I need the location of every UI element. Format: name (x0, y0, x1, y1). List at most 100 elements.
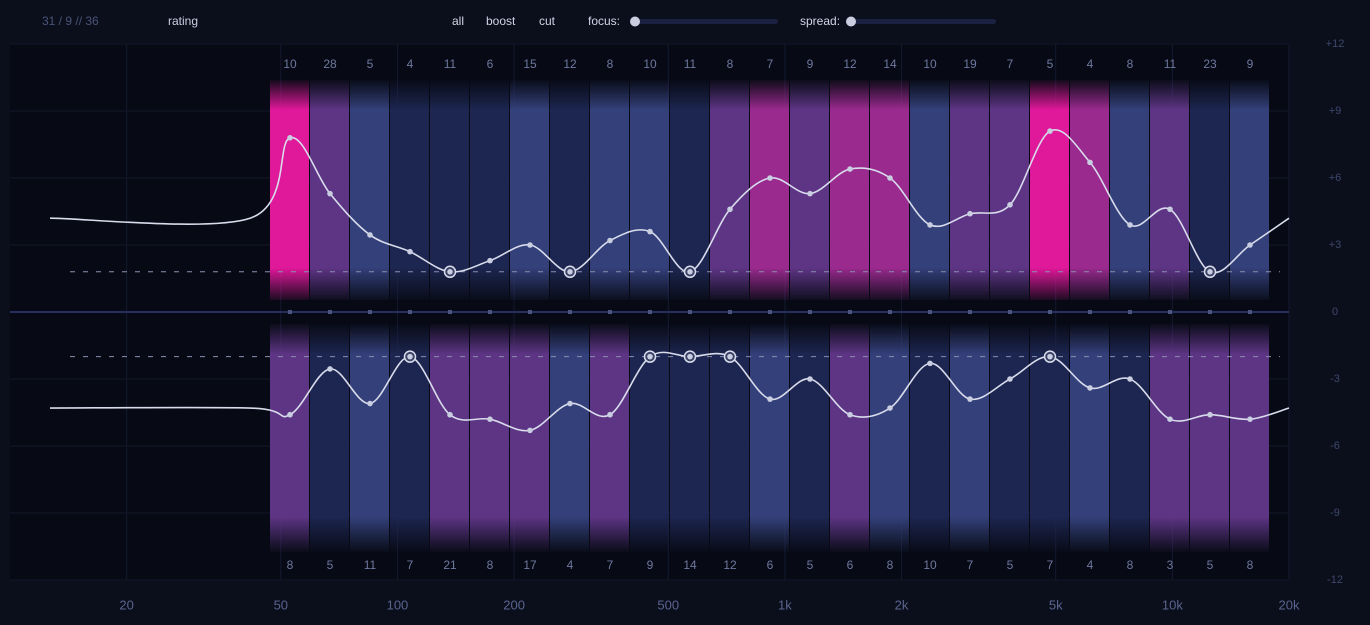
point (767, 396, 773, 402)
band-count: 4 (567, 558, 574, 572)
x-tick-label: 1k (778, 597, 792, 612)
point (1007, 202, 1013, 208)
band (750, 324, 789, 552)
point (407, 353, 413, 360)
band (350, 80, 389, 300)
point (727, 353, 733, 360)
point (527, 427, 533, 434)
point (967, 396, 973, 402)
band-count: 5 (1047, 57, 1054, 71)
band-count: 9 (647, 558, 654, 572)
band (1190, 324, 1229, 552)
band (790, 324, 829, 552)
band-count: 8 (887, 558, 894, 572)
filter-button[interactable]: cut (539, 14, 556, 28)
band-count: 7 (767, 57, 774, 71)
band-count: 6 (847, 558, 854, 572)
band-count: 5 (1007, 558, 1014, 572)
band-dot (888, 310, 892, 314)
counter: 31 / 9 // 36 (42, 14, 99, 28)
band (1070, 324, 1109, 552)
point (1247, 416, 1253, 423)
band-count: 5 (1207, 558, 1214, 572)
x-tick-label: 100 (387, 597, 409, 612)
band-dot (568, 310, 572, 314)
band-dot (608, 310, 612, 314)
point (727, 206, 733, 213)
point (1127, 376, 1133, 382)
band-count: 4 (407, 57, 414, 71)
band-dot (728, 310, 732, 314)
band (510, 324, 549, 552)
point (687, 353, 693, 360)
band-count: 19 (963, 57, 977, 71)
filter-button[interactable]: all (452, 14, 464, 28)
band (550, 80, 589, 300)
band (870, 324, 909, 552)
band-count: 11 (1164, 57, 1177, 71)
band-dot (448, 310, 452, 314)
y-tick-label: +6 (1329, 172, 1342, 184)
band-count: 7 (1047, 558, 1054, 572)
band-dot (1248, 310, 1252, 314)
band (1230, 80, 1269, 300)
band-dot (848, 310, 852, 314)
x-tick-label: 2k (895, 597, 909, 612)
point (567, 400, 573, 407)
point (1007, 376, 1013, 382)
band-count: 8 (607, 57, 614, 71)
band-dot (808, 310, 812, 314)
band-count: 7 (607, 558, 614, 572)
band-dot (1088, 310, 1092, 314)
slider-knob[interactable] (630, 16, 640, 27)
slider-track[interactable] (630, 19, 778, 24)
band-dot (368, 310, 372, 314)
point (1167, 416, 1173, 423)
band-count: 10 (643, 57, 657, 71)
band (510, 80, 549, 300)
band-count: 7 (967, 558, 974, 572)
sort-button[interactable]: rating (168, 14, 198, 28)
y-tick-label: -6 (1330, 440, 1340, 452)
band (750, 80, 789, 300)
band-count: 8 (1247, 558, 1254, 572)
point (487, 416, 493, 423)
point (1207, 411, 1213, 418)
point (927, 360, 933, 367)
band-count: 12 (563, 57, 577, 71)
point (367, 232, 373, 238)
band-count: 10 (923, 558, 937, 572)
slider-knob[interactable] (846, 16, 856, 27)
y-tick-label: 0 (1332, 306, 1338, 318)
slider-track[interactable] (846, 19, 996, 24)
band-dot (528, 310, 532, 314)
band-dot (1008, 310, 1012, 314)
band-count: 11 (364, 558, 377, 572)
filter-button[interactable]: boost (486, 14, 516, 28)
y-tick-label: -3 (1330, 373, 1340, 385)
band-count: 8 (487, 558, 494, 572)
band-dot (928, 310, 932, 314)
band-count: 8 (1127, 57, 1134, 71)
point (327, 190, 333, 197)
point (887, 405, 893, 411)
band-count: 12 (723, 558, 737, 572)
band-dot (1168, 310, 1172, 314)
band-count: 7 (407, 558, 414, 572)
band (630, 80, 669, 300)
point (1207, 269, 1213, 275)
band-dot (328, 310, 332, 314)
point (527, 242, 533, 248)
band (1030, 80, 1069, 300)
band (550, 324, 589, 552)
band (1230, 324, 1269, 552)
point (1087, 159, 1093, 166)
band-count: 15 (523, 57, 537, 71)
y-tick-label: -12 (1327, 574, 1343, 586)
point (807, 190, 813, 197)
band (990, 80, 1029, 300)
point (287, 135, 293, 141)
band (430, 324, 469, 552)
point (847, 411, 853, 418)
band-count: 11 (684, 57, 697, 71)
